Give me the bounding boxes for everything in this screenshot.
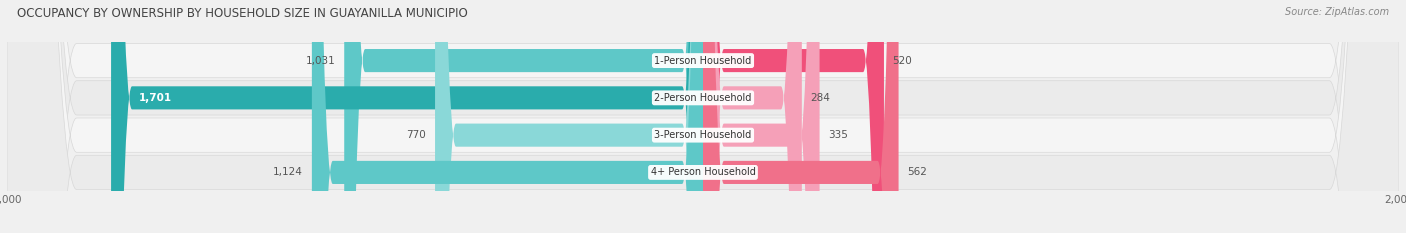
FancyBboxPatch shape xyxy=(7,0,1399,233)
FancyBboxPatch shape xyxy=(703,0,820,233)
FancyBboxPatch shape xyxy=(111,0,703,233)
FancyBboxPatch shape xyxy=(703,0,898,233)
Text: 1,124: 1,124 xyxy=(273,168,304,177)
Text: 284: 284 xyxy=(810,93,831,103)
Text: 562: 562 xyxy=(907,168,927,177)
Text: 1,701: 1,701 xyxy=(139,93,172,103)
FancyBboxPatch shape xyxy=(7,0,1399,233)
FancyBboxPatch shape xyxy=(344,0,703,233)
Text: 2-Person Household: 2-Person Household xyxy=(654,93,752,103)
FancyBboxPatch shape xyxy=(312,0,703,233)
Text: 520: 520 xyxy=(893,56,912,65)
FancyBboxPatch shape xyxy=(703,0,801,233)
FancyBboxPatch shape xyxy=(703,0,884,233)
Text: OCCUPANCY BY OWNERSHIP BY HOUSEHOLD SIZE IN GUAYANILLA MUNICIPIO: OCCUPANCY BY OWNERSHIP BY HOUSEHOLD SIZE… xyxy=(17,7,468,20)
Text: Source: ZipAtlas.com: Source: ZipAtlas.com xyxy=(1285,7,1389,17)
FancyBboxPatch shape xyxy=(7,0,1399,233)
FancyBboxPatch shape xyxy=(434,0,703,233)
Text: 1,031: 1,031 xyxy=(305,56,336,65)
FancyBboxPatch shape xyxy=(7,0,1399,233)
Text: 3-Person Household: 3-Person Household xyxy=(654,130,752,140)
Text: 770: 770 xyxy=(406,130,426,140)
Text: 335: 335 xyxy=(828,130,848,140)
Text: 1-Person Household: 1-Person Household xyxy=(654,56,752,65)
Text: 4+ Person Household: 4+ Person Household xyxy=(651,168,755,177)
